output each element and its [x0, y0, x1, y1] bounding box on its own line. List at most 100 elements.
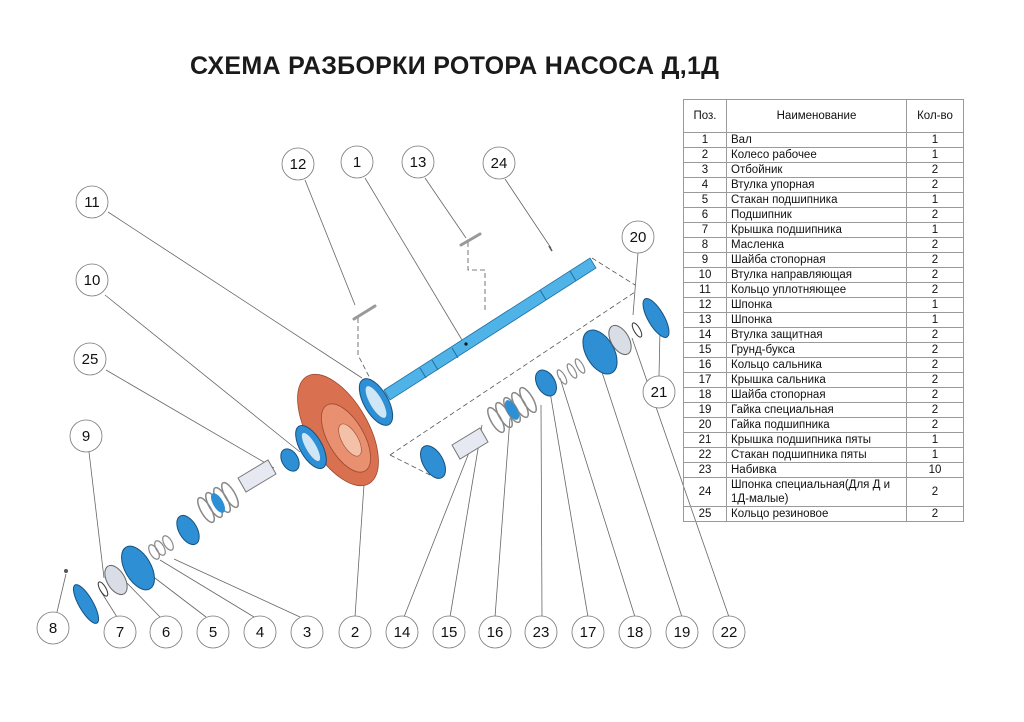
- assembly-guide-lines: [357, 242, 636, 476]
- parts-table: Поз. Наименование Кол-во 1 Вал 1 2 Колесо ра…: [683, 99, 964, 522]
- cell-qty: 1: [906, 447, 964, 463]
- key-part-24: [548, 245, 553, 252]
- callout-16: 16: [478, 615, 512, 649]
- gland-cover-part-17: [535, 369, 557, 397]
- cell-pos: 4: [683, 177, 727, 193]
- impeller-part-2: [297, 373, 379, 487]
- svg-text:14: 14: [394, 624, 411, 641]
- cell-qty: 2: [906, 237, 964, 253]
- cell-name: Стакан подшипника: [726, 192, 907, 208]
- cell-name: Грунд-букса: [726, 342, 907, 358]
- cell-pos: 16: [683, 357, 727, 373]
- cell-qty: 2: [906, 387, 964, 403]
- cell-name: Крышка подшипника пяты: [726, 432, 907, 448]
- table-row: 16 Кольцо сальника 2: [683, 357, 964, 373]
- cell-name: Кольцо сальника: [726, 357, 907, 373]
- table-row: 8 Масленка 2: [683, 237, 964, 253]
- cell-name: Втулка направляющая: [726, 267, 907, 283]
- callout-10: 10: [75, 263, 109, 297]
- cell-qty: 1: [906, 222, 964, 238]
- callout-20: 20: [621, 220, 655, 254]
- svg-text:17: 17: [580, 624, 597, 641]
- table-row: 21 Крышка подшипника пяты 1: [683, 432, 964, 448]
- svg-text:3: 3: [303, 624, 311, 641]
- cell-pos: 24: [683, 477, 727, 507]
- callout-12: 12: [281, 147, 315, 181]
- callout-11: 11: [75, 185, 109, 219]
- table-row: 15 Грунд-букса 2: [683, 342, 964, 358]
- callout-25: 25: [73, 342, 107, 376]
- callout-19: 19: [665, 615, 699, 649]
- cell-qty: 2: [906, 372, 964, 388]
- leader-lines: [56, 177, 730, 618]
- svg-text:24: 24: [491, 155, 508, 172]
- callout-6: 6: [149, 615, 183, 649]
- cell-name: Шпонка: [726, 312, 907, 328]
- cell-name: Кольцо уплотняющее: [726, 282, 907, 298]
- cell-name: Отбойник: [726, 162, 907, 178]
- svg-text:9: 9: [82, 428, 90, 445]
- header-pos: Поз.: [683, 99, 727, 133]
- cell-pos: 11: [683, 282, 727, 298]
- bearing-nut-part-20: [631, 322, 643, 338]
- cell-pos: 18: [683, 387, 727, 403]
- table-row: 24 Шпонка специальная(Для Д и 1Д-малые) 2: [683, 477, 964, 507]
- table-row: 14 Втулка защитная 2: [683, 327, 964, 343]
- cell-pos: 3: [683, 162, 727, 178]
- cell-pos: 21: [683, 432, 727, 448]
- table-row: 18 Шайба стопорная 2: [683, 387, 964, 403]
- cell-pos: 17: [683, 372, 727, 388]
- header-qty: Кол-во: [906, 99, 964, 133]
- callout-22: 22: [712, 615, 746, 649]
- table-row: 17 Крышка сальника 2: [683, 372, 964, 388]
- callout-14: 14: [385, 615, 419, 649]
- cell-name: Набивка: [726, 462, 907, 478]
- callout-18: 18: [618, 615, 652, 649]
- table-row: 5 Стакан подшипника 1: [683, 192, 964, 208]
- callout-8: 8: [36, 611, 70, 645]
- cell-name: Крышка сальника: [726, 372, 907, 388]
- table-row: 22 Стакан подшипника пяты 1: [683, 447, 964, 463]
- cell-pos: 19: [683, 402, 727, 418]
- cell-qty: 1: [906, 147, 964, 163]
- guide-sleeve-right: [420, 445, 446, 479]
- bearing-part-6: [104, 564, 128, 596]
- lock-washer-part-9: [97, 581, 109, 597]
- svg-text:16: 16: [487, 624, 504, 641]
- key-part-13: [459, 232, 482, 247]
- diagram-title: СХЕМА РАЗБОРКИ РОТОРА НАСОСА Д,1Д: [190, 52, 720, 80]
- callout-9: 9: [69, 419, 103, 453]
- cell-qty: 1: [906, 312, 964, 328]
- table-row: 20 Гайка подшипника 2: [683, 417, 964, 433]
- cell-pos: 1: [683, 132, 727, 148]
- cell-qty: 2: [906, 252, 964, 268]
- cell-pos: 10: [683, 267, 727, 283]
- cell-name: Шпонка специальная(Для Д и 1Д-малые): [726, 477, 907, 507]
- cell-qty: 1: [906, 192, 964, 208]
- bearing-right: [608, 324, 632, 356]
- cell-pos: 8: [683, 237, 727, 253]
- svg-text:15: 15: [441, 624, 458, 641]
- cell-qty: 2: [906, 267, 964, 283]
- cell-qty: 1: [906, 297, 964, 313]
- cell-name: Шайба стопорная: [726, 387, 907, 403]
- svg-text:13: 13: [410, 154, 427, 171]
- cell-qty: 2: [906, 506, 964, 522]
- cell-name: Стакан подшипника пяты: [726, 447, 907, 463]
- svg-text:21: 21: [651, 384, 668, 401]
- callout-2: 2: [338, 615, 372, 649]
- cell-name: Втулка упорная: [726, 177, 907, 193]
- table-row: 11 Кольцо уплотняющее 2: [683, 282, 964, 298]
- cell-qty: 2: [906, 327, 964, 343]
- callout-7: 7: [103, 615, 137, 649]
- table-row: 12 Шпонка 1: [683, 297, 964, 313]
- bearing-cover-part-7: [72, 584, 100, 624]
- table-row: 13 Шпонка 1: [683, 312, 964, 328]
- svg-text:23: 23: [533, 624, 550, 641]
- cell-name: Крышка подшипника: [726, 222, 907, 238]
- cell-pos: 7: [683, 222, 727, 238]
- svg-text:22: 22: [721, 624, 738, 641]
- svg-text:8: 8: [49, 620, 57, 637]
- callout-23: 23: [524, 615, 558, 649]
